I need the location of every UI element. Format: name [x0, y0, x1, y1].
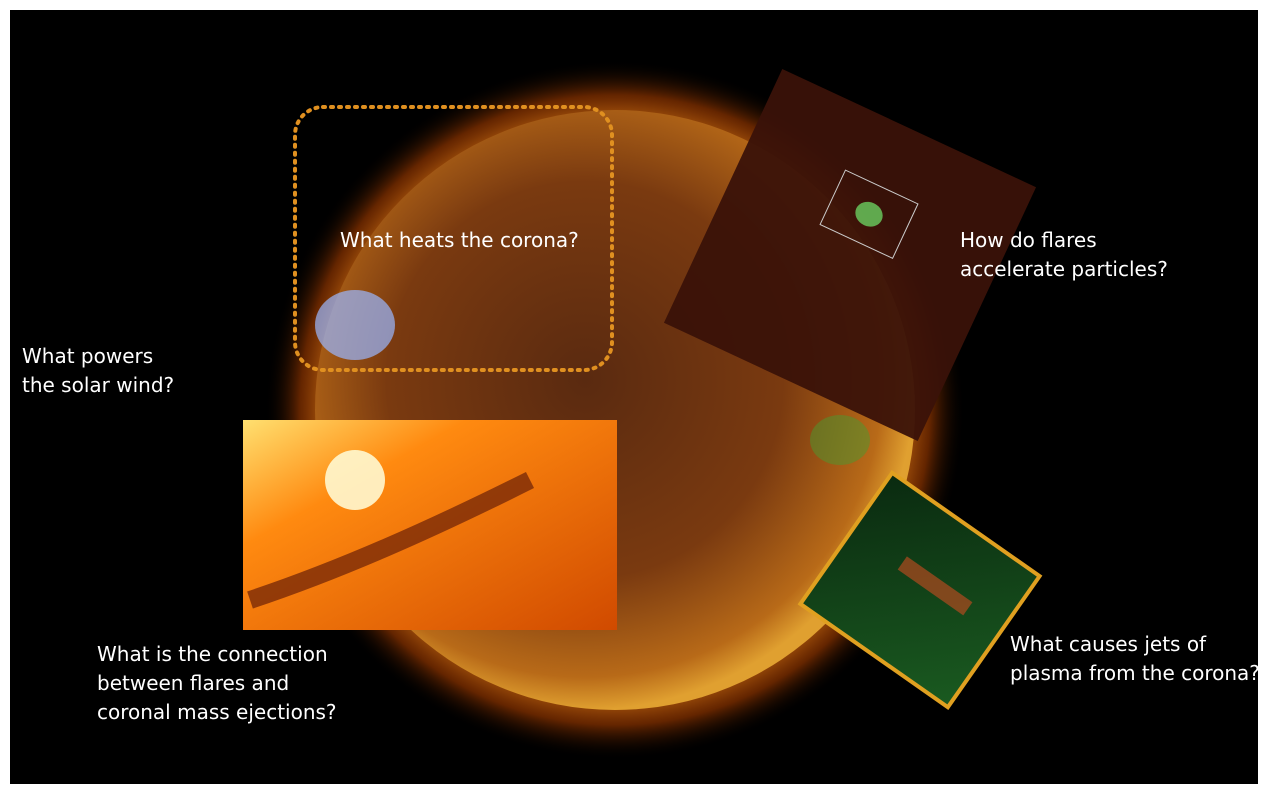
question-line: coronal mass ejections? [97, 700, 337, 724]
active-region [810, 415, 870, 465]
jet-inset [797, 470, 1043, 710]
flare-core [325, 450, 385, 510]
question-line: What heats the corona? [340, 228, 579, 252]
question: What is the connection between flares and… [97, 640, 337, 727]
sun-composite [243, 60, 1043, 760]
question-line: What causes jets of [1010, 632, 1207, 656]
question-line: the solar wind? [22, 373, 175, 397]
slide: What heats the corona? How do flares acce… [10, 10, 1258, 784]
dotted-frame [293, 105, 614, 372]
question-line: How do flares [960, 228, 1097, 252]
question-line: between flares and [97, 671, 290, 695]
particle-inset [663, 68, 1037, 442]
question: What causes jets of plasma from the coron… [1010, 630, 1258, 688]
question-line: accelerate particles? [960, 257, 1168, 281]
question: What powers the solar wind? [22, 342, 174, 400]
question: How do flares accelerate particles? [960, 226, 1168, 284]
question-line: plasma from the corona? [1010, 661, 1258, 685]
filament [247, 471, 535, 609]
question-line: What powers [22, 344, 154, 368]
bright-spot [315, 290, 395, 360]
question: What heats the corona? [340, 226, 579, 255]
question-line: What is the connection [97, 642, 328, 666]
